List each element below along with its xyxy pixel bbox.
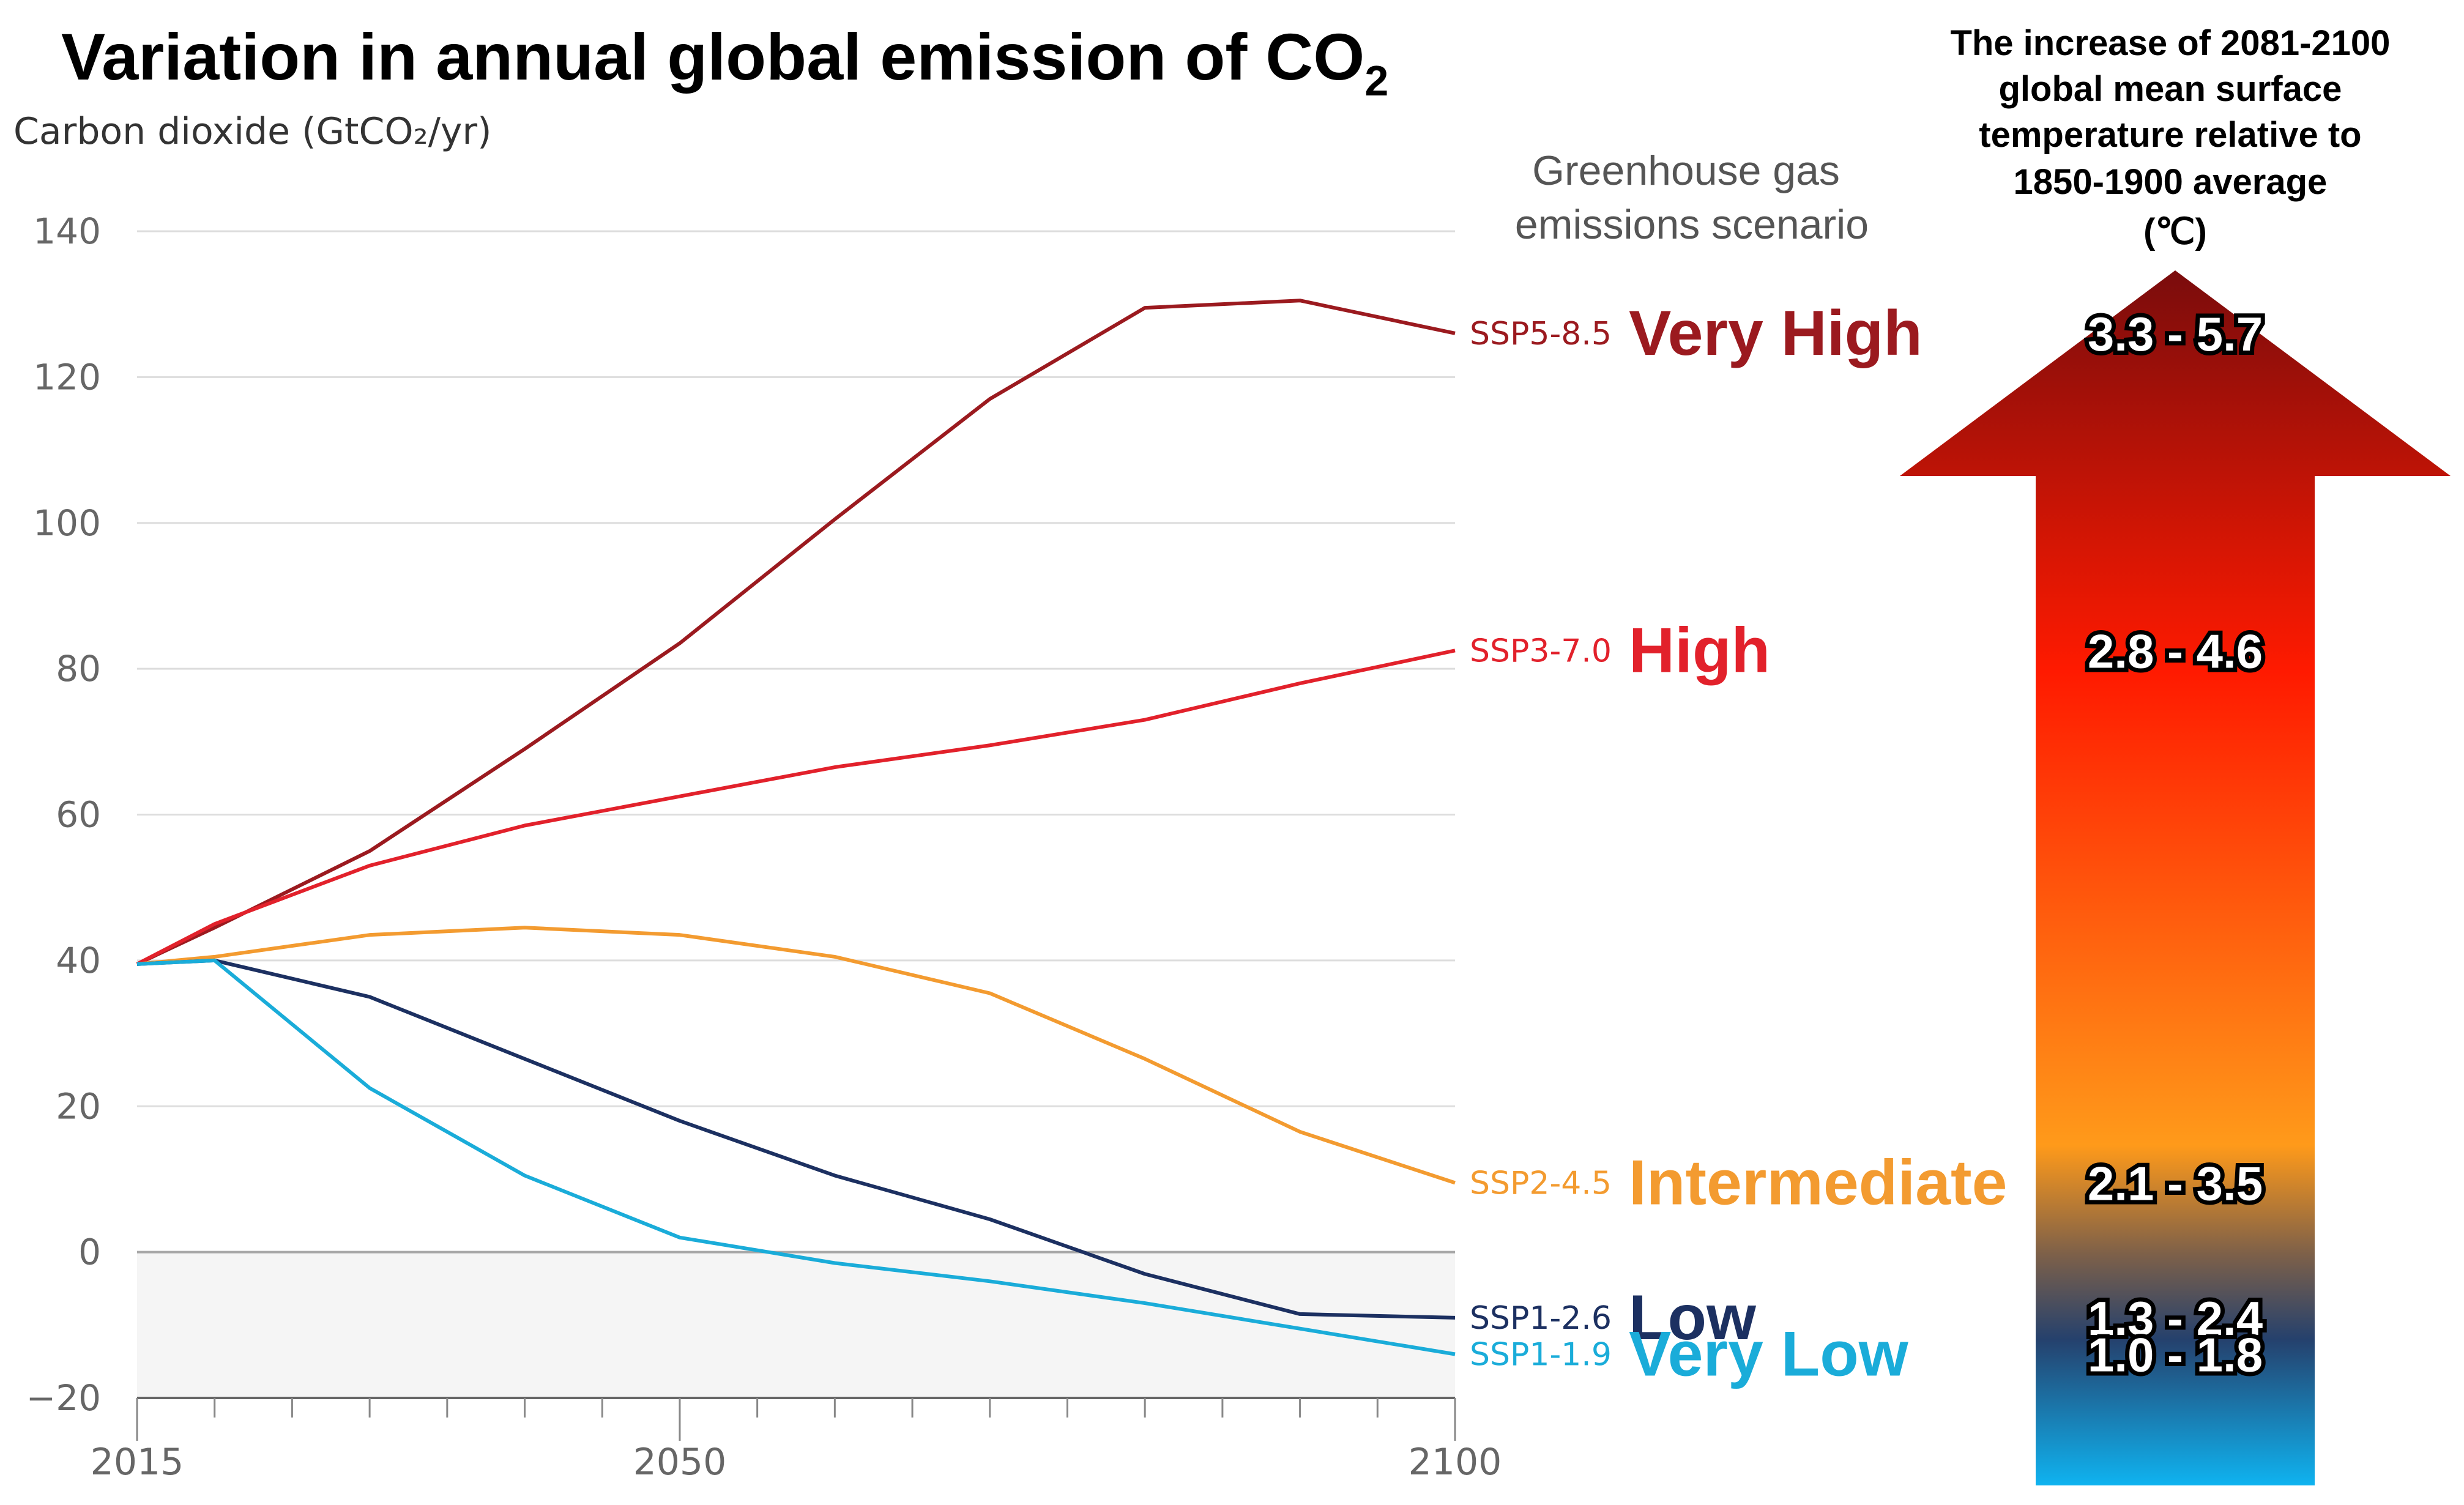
- temperature-range-label: 2.8 - 4.6: [2088, 624, 2263, 678]
- y-tick-label: 140: [33, 210, 101, 252]
- temperature-range-label: 1.0 - 1.8: [2088, 1328, 2263, 1381]
- series-labels: SSP5-8.5 Very High SSP3-7.0 High SSP2-4.5 Int…: [1470, 298, 2007, 1390]
- series-code-label: SSP2-4.5: [1470, 1165, 1612, 1202]
- y-tick-label: 80: [56, 648, 101, 689]
- series-code-label: SSP1-1.9: [1470, 1336, 1612, 1373]
- x-tick-label: 2050: [633, 1441, 727, 1484]
- temperature-header: The increase of 2081-2100 global mean su…: [1950, 23, 2400, 251]
- chart-title-text: Variation in annual global emission of C…: [61, 20, 1364, 94]
- series-code-label: SSP3-7.0: [1470, 633, 1612, 669]
- temperature-range-label: 1.3 - 2.4: [2088, 1291, 2263, 1345]
- scenario-header: Greenhouse gas emissions scenario: [1515, 147, 1869, 248]
- temperature-ranges: 3.3 - 5.7 2.8 - 4.6 2.1 - 3.5 1.3 - 2.41.0 …: [2083, 303, 2267, 1386]
- scenario-level-label: High: [1629, 615, 1770, 686]
- temperature-header-line-5: (℃): [2143, 212, 2207, 251]
- series-line-ssp1-2-6: [136, 958, 1456, 1320]
- y-tick-label: 120: [33, 356, 101, 398]
- temperature-header-line-2: global mean surface: [1999, 69, 2342, 109]
- series-lines: [136, 299, 1456, 1356]
- y-tick-label: 100: [33, 502, 101, 544]
- temperature-range-label: 3.3 - 5.7: [2088, 307, 2263, 361]
- series-line-ssp3-7-0: [136, 648, 1456, 966]
- scenario-level-label: Low: [1629, 1282, 1757, 1353]
- y-tick-label: 0: [78, 1232, 101, 1273]
- scenario-level-label: Very Low: [1629, 1318, 1909, 1389]
- y-axis-label: Carbon dioxide (GtCO₂/yr): [13, 110, 492, 153]
- scenario-header-line-1: Greenhouse gas: [1532, 147, 1840, 194]
- gridlines: [137, 230, 1455, 1254]
- temperature-header-line-4: 1850-1900 average: [2014, 162, 2328, 202]
- y-tick-label: 60: [56, 794, 101, 836]
- series-line-ssp1-1-9: [136, 958, 1456, 1356]
- scenario-level-label: Intermediate: [1629, 1147, 2007, 1218]
- temperature-header-line-1: The increase of 2081-2100: [1950, 23, 2390, 63]
- chart-title: Variation in annual global emission of C…: [61, 20, 1388, 105]
- x-tick-label: 2100: [1409, 1441, 1502, 1484]
- chart-title-subscript: 2: [1364, 57, 1388, 105]
- y-tick-label: −20: [26, 1377, 101, 1419]
- series-code-label: SSP1-2.6: [1470, 1300, 1612, 1337]
- y-tick-label: 40: [56, 940, 101, 981]
- temperature-arrow: [1900, 270, 2451, 1485]
- series-line-ssp5-8-5: [136, 299, 1456, 966]
- x-axis: 2015 2050 2100: [91, 1397, 1502, 1484]
- scenario-level-label: Very High: [1629, 298, 1922, 369]
- series-code-label: SSP5-8.5: [1470, 316, 1612, 352]
- y-axis-ticks: −20 0 20 40 60 80 100 120 140: [26, 210, 101, 1419]
- y-tick-label: 20: [56, 1085, 101, 1127]
- negative-emissions-region: [137, 1252, 1455, 1398]
- temperature-header-line-3: temperature relative to: [1979, 115, 2361, 155]
- negative-region-fill: [137, 1252, 1455, 1398]
- scenario-header-line-2: emissions scenario: [1515, 201, 1869, 248]
- series-line-ssp2-4-5: [136, 926, 1456, 1185]
- x-tick-label: 2015: [91, 1441, 184, 1484]
- temperature-range-label: 2.1 - 3.5: [2088, 1156, 2263, 1210]
